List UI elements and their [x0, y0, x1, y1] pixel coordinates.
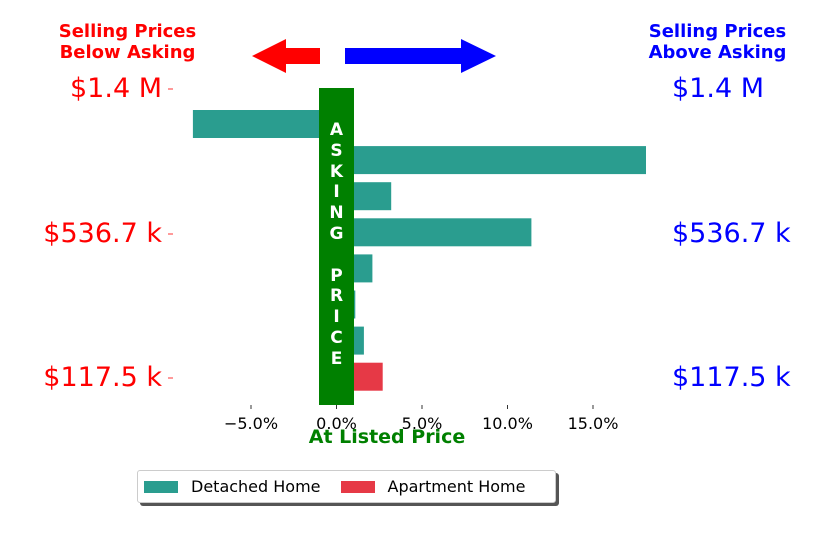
right-price-label-bottom: $117.5 k [672, 362, 791, 393]
x-tick-label: 10.0% [482, 414, 533, 433]
asking-letter: E [330, 348, 343, 369]
asking-letter: I [333, 307, 340, 328]
x-tick-label: 15.0% [568, 414, 619, 433]
header-below-asking: Selling Prices Below Asking [40, 21, 215, 63]
bar-detached-home [192, 110, 337, 138]
left-price-label-bottom: $117.5 k [43, 362, 162, 393]
left-price-label-top: $1.4 M [70, 73, 162, 104]
x-axis-label: At Listed Price [308, 426, 466, 448]
header-left-line1: Selling Prices [58, 21, 197, 42]
asking-letter: P [330, 265, 343, 286]
asking-letter: A [329, 120, 344, 140]
asking-letter: N [329, 203, 344, 224]
legend-label-apartment: Apartment Home [387, 477, 526, 496]
header-left-line2: Below Asking [59, 42, 196, 63]
header-above-asking: Selling Prices Above Asking [630, 21, 805, 63]
asking-letter: C [330, 327, 343, 348]
asking-price-vertical-text: A S K I N G P R I C E [319, 120, 354, 370]
x-tick-label: 0.0% [316, 414, 357, 433]
left-price-label-middle: $536.7 k [43, 218, 162, 249]
legend-item-apartment: Apartment Home [340, 477, 526, 496]
x-tick-label: −5.0% [224, 414, 278, 433]
header-right-line2: Above Asking [648, 42, 787, 63]
x-tick-label: 5.0% [402, 414, 443, 433]
right-price-label-top: $1.4 M [672, 73, 764, 104]
x-axis: −5.0% 0.0% 5.0% 10.0% 15.0% [224, 405, 618, 433]
bar-group [192, 110, 646, 391]
left-arrow-icon [252, 39, 320, 73]
asking-letter: K [329, 161, 344, 182]
right-price-label-middle: $536.7 k [672, 218, 791, 249]
side-tick-marks [168, 88, 173, 379]
asking-letter: S [330, 140, 343, 161]
header-right-line1: Selling Prices [648, 21, 787, 42]
asking-letter: G [329, 223, 344, 244]
asking-letter: R [329, 286, 344, 307]
legend-item-detached: Detached Home [144, 477, 321, 496]
right-arrow-icon [345, 39, 496, 73]
asking-price-bar [319, 88, 354, 405]
legend-swatch-detached [144, 480, 178, 493]
legend: Detached Home Apartment Home [137, 470, 556, 503]
asking-letter: I [333, 182, 340, 203]
legend-label-detached: Detached Home [191, 477, 321, 496]
bar-detached-home [336, 146, 646, 175]
asking-letter [319, 245, 354, 266]
bar-detached-home [336, 218, 532, 247]
legend-swatch-apartment [340, 480, 375, 493]
